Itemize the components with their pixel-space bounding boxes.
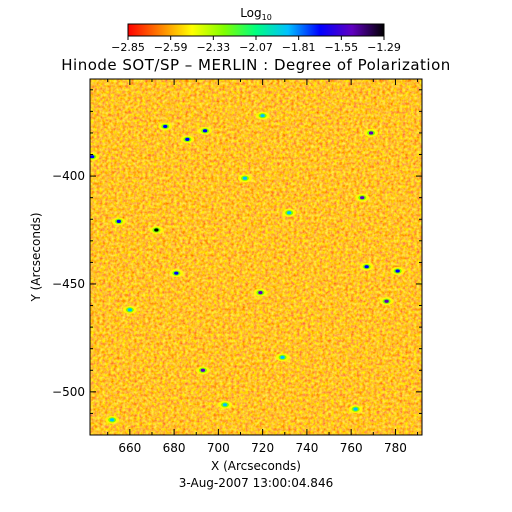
feature-core <box>174 271 179 275</box>
feature-core <box>280 355 285 359</box>
colorbar-tick-label: −1.81 <box>282 41 316 54</box>
colorbar-gradient <box>127 23 385 37</box>
x-tick-label: 660 <box>118 441 141 455</box>
colorbar-label-main: Log <box>240 6 261 20</box>
colorbar-label-sub: 10 <box>262 13 272 22</box>
y-axis-label: Y (Arcseconds) <box>29 212 43 302</box>
feature-core <box>360 196 365 200</box>
plot-area <box>89 78 423 436</box>
x-tick-label: 780 <box>384 441 407 455</box>
colorbar-tick-label: −2.59 <box>154 41 188 54</box>
feature-core <box>109 418 115 422</box>
timestamp: 3-Aug-2007 13:00:04.846 <box>179 476 333 490</box>
colorbar-tick-label: −1.55 <box>324 41 358 54</box>
feature-core <box>163 124 168 129</box>
x-axis-label: X (Arcseconds) <box>211 459 301 473</box>
colorbar-ticks: −2.85 −2.59 −2.33 −2.07 −1.81 −1.55 −1.29 <box>111 36 401 54</box>
colorbar: Log10 −2.85 −2.59 −2.33 −2.07 −1.81 −1.55 −1.2… <box>111 6 401 54</box>
feature-core <box>127 308 133 312</box>
y-axis: −400 −450 −500 <box>52 89 422 414</box>
feature-core <box>154 228 159 232</box>
feature-core <box>200 368 206 372</box>
y-tick-label: −500 <box>52 385 85 399</box>
feature-core <box>258 291 263 295</box>
feature-core <box>364 265 369 269</box>
feature-core <box>368 131 374 135</box>
x-tick-label: 720 <box>251 441 274 455</box>
feature-core <box>90 155 95 159</box>
polarization-map <box>90 79 422 435</box>
y-tick-label: −400 <box>52 169 85 183</box>
x-tick-label: 740 <box>295 441 318 455</box>
feature-core <box>260 114 265 118</box>
colorbar-tick-label: −2.85 <box>111 41 145 54</box>
colorbar-tick-label: −2.33 <box>196 41 230 54</box>
x-tick-label: 680 <box>163 441 186 455</box>
feature-core <box>222 403 228 407</box>
feature-core <box>185 137 190 142</box>
polarization-features <box>90 111 405 424</box>
plot-frame <box>89 78 423 436</box>
colorbar-label: Log10 <box>240 6 272 22</box>
feature-core <box>384 299 389 303</box>
feature-core <box>242 176 248 180</box>
x-axis: 660 680 700 720 740 760 780 <box>107 79 419 455</box>
chart-title: Hinode SOT/SP – MERLIN : Degree of Polar… <box>61 56 451 74</box>
feature-core <box>116 219 121 223</box>
colorbar-tick-label: −2.07 <box>239 41 273 54</box>
colorbar-tick-label: −1.29 <box>367 41 401 54</box>
feature-core <box>287 211 292 215</box>
x-tick-label: 700 <box>207 441 230 455</box>
feature-core <box>202 129 208 133</box>
x-tick-label: 760 <box>340 441 363 455</box>
feature-core <box>353 407 358 411</box>
y-tick-label: −450 <box>52 277 85 291</box>
feature-core <box>395 269 400 273</box>
